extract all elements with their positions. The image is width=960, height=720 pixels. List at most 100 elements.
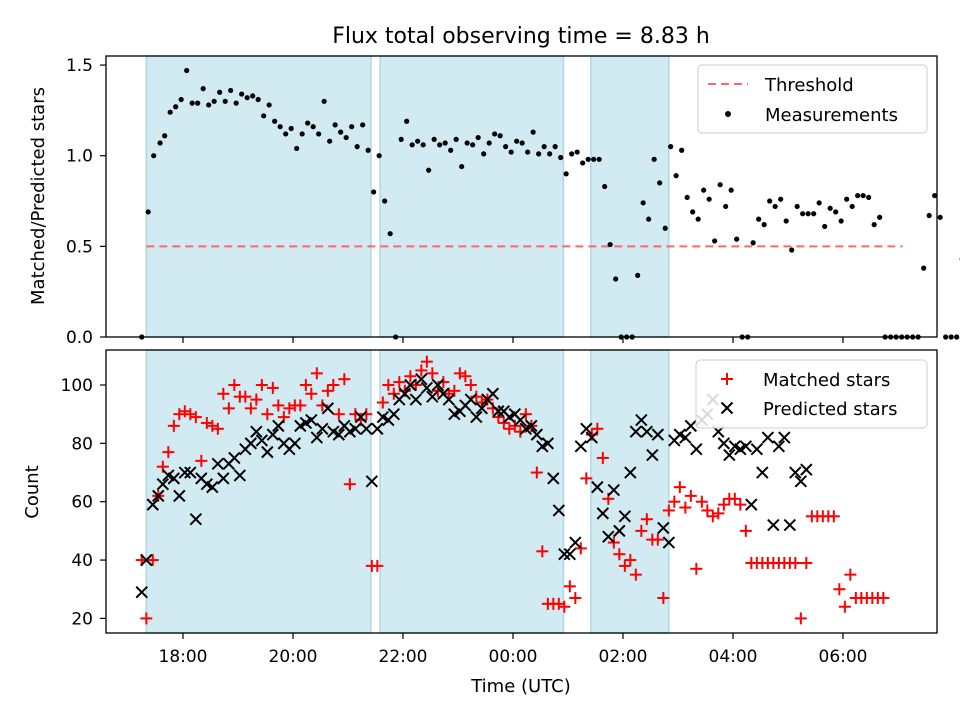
bottom-y-axis: 20 40 60 80 100: [61, 376, 106, 629]
top-y-axis: 0.0 0.5 1.0 1.5: [66, 56, 106, 348]
measurement-point: [184, 67, 190, 74]
predicted-star-point: [783, 518, 797, 532]
matched-star-point: [492, 411, 505, 424]
measurement-point: [602, 183, 608, 190]
measurement-point: [288, 125, 294, 132]
matched-star-point: [442, 387, 455, 400]
measurement-point: [354, 144, 360, 150]
measurement-point: [871, 222, 877, 228]
measurement-point: [662, 225, 668, 231]
bottom-y-axis-label: Count: [22, 465, 43, 518]
matched-star-point: [200, 416, 213, 429]
measurement-point: [668, 144, 674, 150]
matched-star-point: [635, 524, 648, 537]
observing-interval-2: [590, 55, 670, 338]
measurement-point: [750, 240, 756, 246]
matched-star-point: [206, 419, 219, 432]
predicted-star-point: [745, 498, 758, 511]
matched-star-point: [184, 408, 197, 421]
measurement-point: [475, 134, 481, 141]
measurement-point: [679, 147, 685, 153]
matched-star-point: [255, 379, 268, 392]
measurement-point: [145, 209, 151, 215]
predicted-star-point: [547, 472, 560, 485]
measurement-point: [778, 196, 784, 202]
predicted-star-point: [756, 466, 769, 479]
observing-interval-1: [379, 55, 565, 338]
predicted-star-point: [602, 530, 615, 543]
measurement-point: [244, 95, 250, 101]
measurement-point: [712, 238, 718, 244]
measurement-point: [420, 142, 426, 148]
matched-star-point: [420, 355, 433, 368]
matched-star-point: [250, 393, 263, 406]
measurement-point: [877, 214, 883, 220]
predicted-star-point: [492, 405, 505, 418]
matched-star-point: [316, 399, 329, 412]
measurement-point: [756, 216, 762, 222]
matched-star-point: [299, 379, 312, 392]
matched-star-point: [684, 489, 697, 502]
xtick-label: 06:00: [819, 647, 868, 667]
predicted-star-point: [552, 504, 566, 517]
measurement-point: [822, 223, 828, 230]
top-panel: 0.0 0.5 1.0 1.5 Matched/Predicted stars Thr…: [28, 55, 960, 348]
measurement-point: [613, 276, 619, 282]
matched-star-point: [706, 510, 719, 523]
matched-star-point: [552, 597, 565, 610]
measurement-point: [547, 151, 553, 157]
measurement-point: [415, 138, 421, 144]
measurement-point: [827, 205, 833, 211]
measurement-point: [173, 104, 179, 110]
matched-stars-series: [135, 355, 890, 625]
predicted-star-point: [585, 431, 599, 444]
top-x-ticks: [182, 337, 844, 343]
measurement-point: [266, 102, 272, 108]
measurement-point: [200, 86, 206, 92]
measurement-point: [530, 129, 536, 135]
measurement-point: [157, 140, 163, 146]
predicted-star-point: [464, 393, 478, 406]
matched-star-point: [321, 384, 334, 397]
matched-star-point: [409, 379, 422, 392]
measurement-point: [794, 203, 800, 210]
matched-star-point: [283, 402, 296, 415]
measurement-point: [448, 147, 454, 153]
predicted-star-point: [717, 437, 731, 450]
predicted-star-point: [646, 448, 659, 462]
measurement-point: [695, 216, 701, 222]
predicted-star-point: [365, 475, 379, 488]
predicted-star-point: [635, 413, 648, 427]
measurement-point: [211, 98, 217, 104]
matched-star-point: [228, 379, 241, 392]
measurement-point: [838, 218, 844, 224]
matched-star-point: [266, 381, 279, 394]
xtick-label: 02:00: [599, 647, 648, 667]
predicted-star-point: [156, 477, 170, 491]
measurement-point: [261, 113, 267, 119]
predicted-star-point: [152, 489, 165, 503]
matched-star-point: [338, 373, 351, 386]
matched-star-point: [833, 583, 846, 596]
matched-star-point: [387, 387, 400, 400]
matched-star-point: [728, 492, 741, 505]
measurement-point: [552, 144, 558, 150]
matched-star-point: [349, 408, 362, 421]
measurement-point: [635, 272, 641, 278]
measurement-point: [789, 247, 795, 253]
matched-star-point: [739, 524, 752, 537]
predicted-star-point: [316, 422, 329, 435]
measurement-point: [360, 122, 366, 128]
predicted-star-point: [173, 489, 186, 503]
predicted-stars-series: [135, 372, 813, 599]
measurement-point: [541, 144, 547, 150]
measurement-point: [470, 142, 476, 148]
measurement-point: [492, 131, 498, 137]
measurement-point: [162, 133, 168, 139]
measurement-point: [294, 145, 300, 152]
measurement-point: [283, 131, 289, 137]
predicted-star-point: [244, 437, 258, 450]
matched-star-point: [844, 568, 857, 581]
matched-star-point: [360, 408, 373, 421]
x-axis-label: Time (UTC): [470, 676, 571, 697]
